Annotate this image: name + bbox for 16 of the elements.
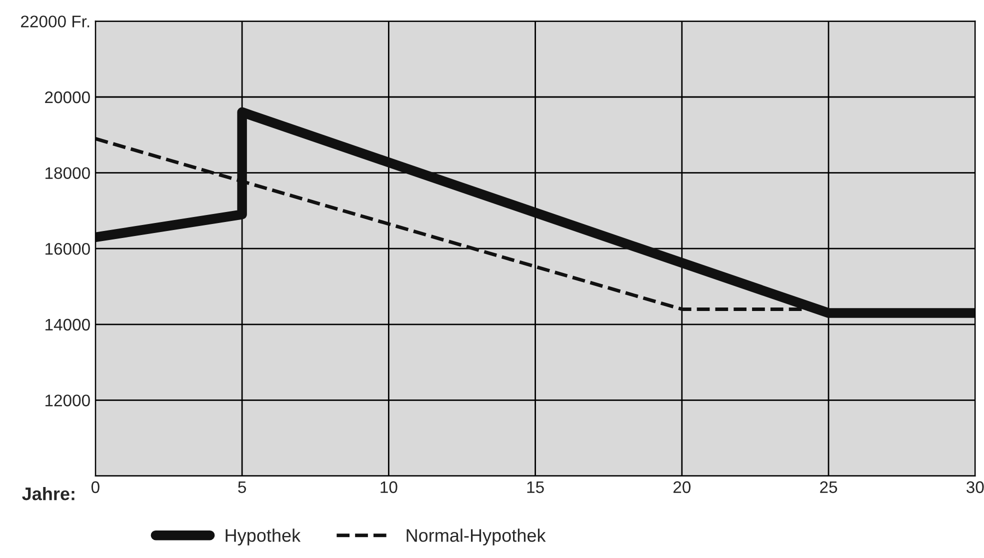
x-axis-title: Jahre:	[22, 487, 74, 500]
y-tick-label: 16000	[46, 242, 90, 255]
legend-label: Hypothek	[226, 528, 301, 546]
x-tick-label: 0	[91, 481, 100, 494]
y-tick-label: 20000	[45, 91, 90, 104]
x-tick-label: 20	[673, 481, 691, 494]
y-tick-label: 22000 Fr.	[21, 16, 90, 28]
x-tick-label: 25	[820, 481, 838, 494]
x-tick-label: 5	[238, 481, 246, 494]
x-tick-label: 30	[966, 481, 984, 494]
y-tick-label: 18000	[46, 167, 90, 179]
legend-label: Normal-Hypothek	[406, 528, 546, 546]
x-tick-label: 10	[380, 481, 398, 494]
x-tick-label: 15	[527, 481, 544, 494]
y-tick-label: 14000	[46, 318, 90, 331]
y-tick-label: 12000	[46, 394, 90, 406]
